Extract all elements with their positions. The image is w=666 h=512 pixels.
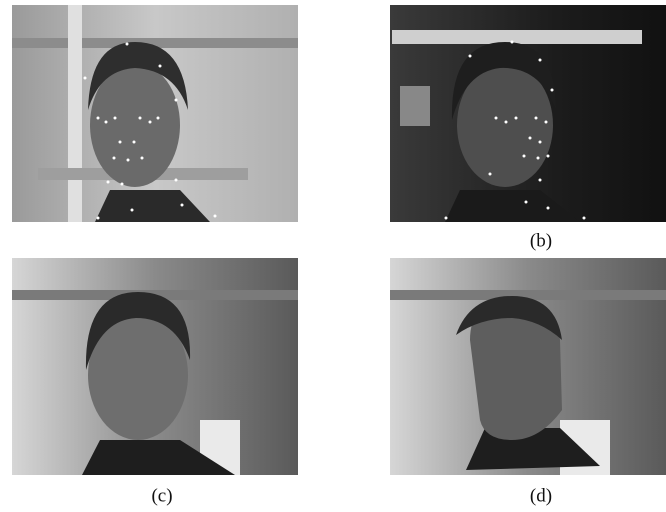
panel-c [12,258,298,475]
figure: (b) (c) (d) [0,0,666,512]
panel-label: (c) [151,485,172,506]
panel-label: (b) [530,230,552,251]
page: (b) (c) (d) (() => { const data = JSON.p… [0,0,666,512]
panel-b [390,5,666,222]
panel-a [12,5,298,222]
pole [68,5,82,222]
sign [400,86,430,126]
shelf [392,30,642,44]
panel-d [390,258,666,475]
panel-label: (d) [530,485,552,506]
